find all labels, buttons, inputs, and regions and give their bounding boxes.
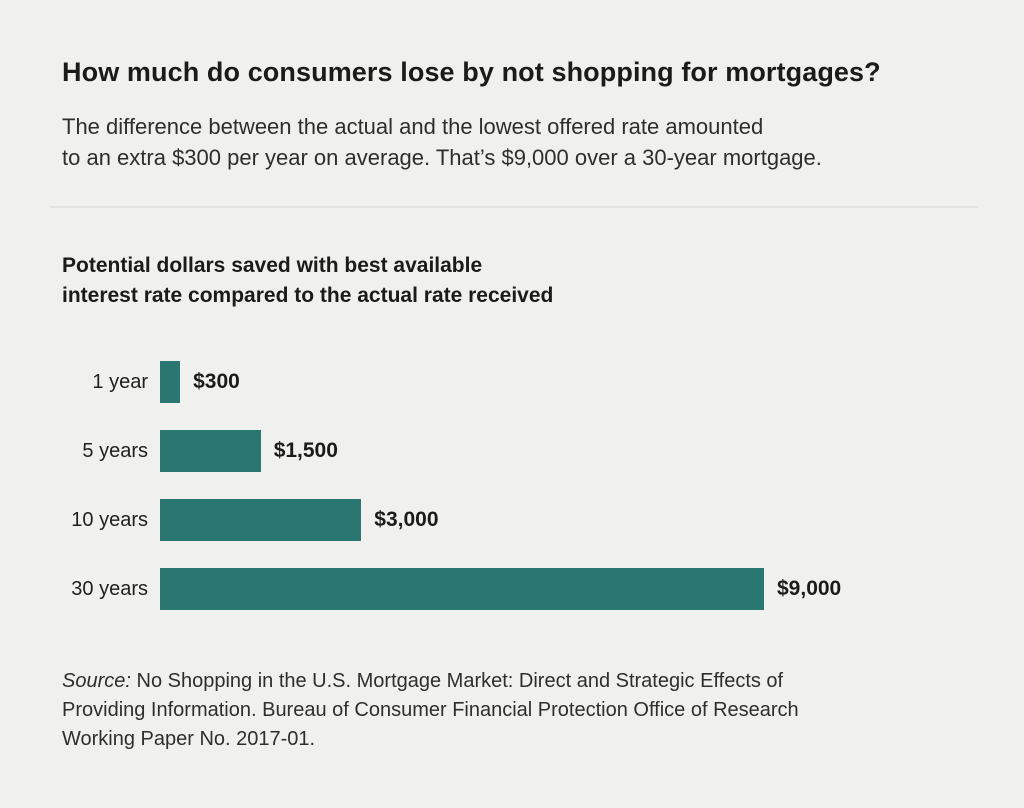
bar-category-label: 5 years <box>82 439 148 462</box>
bar-row: 10 years $3,000 <box>62 499 962 541</box>
subtitle-line-2: to an extra $300 per year on average. Th… <box>62 145 822 170</box>
bar-value-label: $300 <box>193 370 240 393</box>
source-line-3: Working Paper No. 2017-01. <box>62 728 316 750</box>
bar-category-label: 30 years <box>71 577 148 600</box>
bar <box>160 430 261 472</box>
bar-chart: 1 year $300 5 years $1,500 10 years $3,000 30 … <box>62 361 962 610</box>
chart-heading: Potential dollars saved with best availa… <box>62 251 553 311</box>
bar-row: 1 year $300 <box>62 361 962 403</box>
bar-category-label: 1 year <box>92 370 148 393</box>
source-label: Source: <box>62 670 131 692</box>
chart-heading-line-2: interest rate compared to the actual rat… <box>62 284 554 307</box>
bar-category-label: 10 years <box>71 508 148 531</box>
bar <box>160 499 362 541</box>
bar <box>160 361 181 403</box>
bar <box>160 568 764 610</box>
bar-value-label: $1,500 <box>273 439 338 462</box>
bar-value-label: $3,000 <box>374 508 439 531</box>
bar-row: 5 years $1,500 <box>62 430 962 472</box>
source-note: Source: No Shopping in the U.S. Mortgage… <box>62 667 902 754</box>
source-line-1: No Shopping in the U.S. Mortgage Market:… <box>130 670 784 692</box>
divider <box>50 206 978 208</box>
chart-heading-line-1: Potential dollars saved with best availa… <box>62 254 483 277</box>
page-subtitle: The difference between the actual and th… <box>62 111 822 173</box>
bar-row: 30 years $9,000 <box>62 568 962 610</box>
subtitle-line-1: The difference between the actual and th… <box>62 114 764 139</box>
source-line-2: Providing Information. Bureau of Consume… <box>62 699 799 721</box>
page-title: How much do consumers lose by not shoppi… <box>62 57 881 87</box>
bar-value-label: $9,000 <box>777 577 842 600</box>
